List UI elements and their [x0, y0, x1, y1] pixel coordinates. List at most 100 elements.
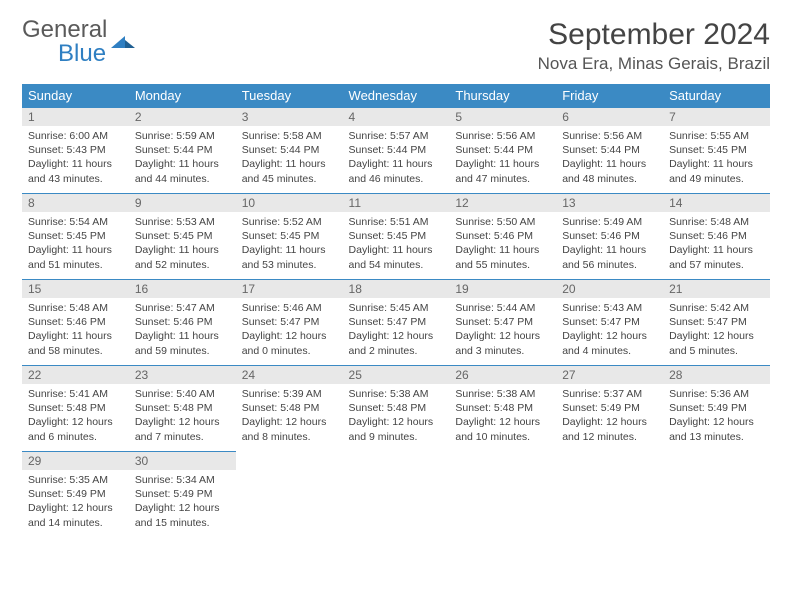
- day-details: Sunrise: 5:58 AMSunset: 5:44 PMDaylight:…: [236, 126, 343, 190]
- day-details: Sunrise: 5:41 AMSunset: 5:48 PMDaylight:…: [22, 384, 129, 448]
- calendar-cell: [236, 452, 343, 538]
- day-number: 1: [22, 108, 129, 126]
- day-number: 2: [129, 108, 236, 126]
- calendar-cell: 17Sunrise: 5:46 AMSunset: 5:47 PMDayligh…: [236, 280, 343, 366]
- title-block: September 2024 Nova Era, Minas Gerais, B…: [538, 18, 770, 74]
- day-details: Sunrise: 5:35 AMSunset: 5:49 PMDaylight:…: [22, 470, 129, 534]
- calendar-cell: 3Sunrise: 5:58 AMSunset: 5:44 PMDaylight…: [236, 108, 343, 194]
- day-number: 20: [556, 280, 663, 298]
- day-number: 14: [663, 194, 770, 212]
- day-number: 10: [236, 194, 343, 212]
- day-number: 3: [236, 108, 343, 126]
- calendar-cell: 9Sunrise: 5:53 AMSunset: 5:45 PMDaylight…: [129, 194, 236, 280]
- day-number: 22: [22, 366, 129, 384]
- calendar-cell: 21Sunrise: 5:42 AMSunset: 5:47 PMDayligh…: [663, 280, 770, 366]
- logo-triangle-icon: [111, 30, 137, 55]
- day-details: Sunrise: 5:50 AMSunset: 5:46 PMDaylight:…: [449, 212, 556, 276]
- day-number: 5: [449, 108, 556, 126]
- day-number: 28: [663, 366, 770, 384]
- day-details: Sunrise: 5:53 AMSunset: 5:45 PMDaylight:…: [129, 212, 236, 276]
- month-title: September 2024: [538, 18, 770, 52]
- day-number: 13: [556, 194, 663, 212]
- day-details: Sunrise: 5:48 AMSunset: 5:46 PMDaylight:…: [663, 212, 770, 276]
- day-details: Sunrise: 5:56 AMSunset: 5:44 PMDaylight:…: [449, 126, 556, 190]
- calendar-cell: 16Sunrise: 5:47 AMSunset: 5:46 PMDayligh…: [129, 280, 236, 366]
- calendar-cell: [556, 452, 663, 538]
- weekday-header: Tuesday: [236, 84, 343, 108]
- day-number: 16: [129, 280, 236, 298]
- day-number: 6: [556, 108, 663, 126]
- calendar-cell: 12Sunrise: 5:50 AMSunset: 5:46 PMDayligh…: [449, 194, 556, 280]
- calendar-cell: 29Sunrise: 5:35 AMSunset: 5:49 PMDayligh…: [22, 452, 129, 538]
- logo-word-blue: Blue: [58, 42, 106, 66]
- calendar-cell: [663, 452, 770, 538]
- calendar-cell: 5Sunrise: 5:56 AMSunset: 5:44 PMDaylight…: [449, 108, 556, 194]
- day-details: Sunrise: 5:39 AMSunset: 5:48 PMDaylight:…: [236, 384, 343, 448]
- location-label: Nova Era, Minas Gerais, Brazil: [538, 54, 770, 74]
- calendar-header-row: SundayMondayTuesdayWednesdayThursdayFrid…: [22, 84, 770, 108]
- header: General Blue September 2024 Nova Era, Mi…: [22, 18, 770, 74]
- calendar-cell: 2Sunrise: 5:59 AMSunset: 5:44 PMDaylight…: [129, 108, 236, 194]
- day-details: Sunrise: 5:46 AMSunset: 5:47 PMDaylight:…: [236, 298, 343, 362]
- calendar-cell: 14Sunrise: 5:48 AMSunset: 5:46 PMDayligh…: [663, 194, 770, 280]
- day-details: Sunrise: 5:38 AMSunset: 5:48 PMDaylight:…: [343, 384, 450, 448]
- day-details: Sunrise: 6:00 AMSunset: 5:43 PMDaylight:…: [22, 126, 129, 190]
- day-number: 9: [129, 194, 236, 212]
- calendar-cell: 19Sunrise: 5:44 AMSunset: 5:47 PMDayligh…: [449, 280, 556, 366]
- day-details: Sunrise: 5:52 AMSunset: 5:45 PMDaylight:…: [236, 212, 343, 276]
- day-number: 21: [663, 280, 770, 298]
- day-details: Sunrise: 5:44 AMSunset: 5:47 PMDaylight:…: [449, 298, 556, 362]
- calendar-cell: 28Sunrise: 5:36 AMSunset: 5:49 PMDayligh…: [663, 366, 770, 452]
- calendar-cell: 26Sunrise: 5:38 AMSunset: 5:48 PMDayligh…: [449, 366, 556, 452]
- day-details: Sunrise: 5:47 AMSunset: 5:46 PMDaylight:…: [129, 298, 236, 362]
- day-details: Sunrise: 5:54 AMSunset: 5:45 PMDaylight:…: [22, 212, 129, 276]
- day-number: 27: [556, 366, 663, 384]
- day-number: 4: [343, 108, 450, 126]
- calendar-cell: 1Sunrise: 6:00 AMSunset: 5:43 PMDaylight…: [22, 108, 129, 194]
- day-details: Sunrise: 5:42 AMSunset: 5:47 PMDaylight:…: [663, 298, 770, 362]
- logo: General Blue: [22, 18, 137, 66]
- day-number: 19: [449, 280, 556, 298]
- day-details: Sunrise: 5:45 AMSunset: 5:47 PMDaylight:…: [343, 298, 450, 362]
- calendar-cell: 7Sunrise: 5:55 AMSunset: 5:45 PMDaylight…: [663, 108, 770, 194]
- weekday-header: Wednesday: [343, 84, 450, 108]
- weekday-header: Friday: [556, 84, 663, 108]
- day-number: 8: [22, 194, 129, 212]
- day-number: 23: [129, 366, 236, 384]
- calendar-cell: 15Sunrise: 5:48 AMSunset: 5:46 PMDayligh…: [22, 280, 129, 366]
- calendar-cell: [449, 452, 556, 538]
- day-details: Sunrise: 5:36 AMSunset: 5:49 PMDaylight:…: [663, 384, 770, 448]
- calendar-cell: 25Sunrise: 5:38 AMSunset: 5:48 PMDayligh…: [343, 366, 450, 452]
- day-number: 26: [449, 366, 556, 384]
- day-number: 24: [236, 366, 343, 384]
- day-number: 30: [129, 452, 236, 470]
- day-number: 15: [22, 280, 129, 298]
- calendar-cell: 8Sunrise: 5:54 AMSunset: 5:45 PMDaylight…: [22, 194, 129, 280]
- calendar-cell: 23Sunrise: 5:40 AMSunset: 5:48 PMDayligh…: [129, 366, 236, 452]
- weekday-header: Thursday: [449, 84, 556, 108]
- day-details: Sunrise: 5:34 AMSunset: 5:49 PMDaylight:…: [129, 470, 236, 534]
- calendar-cell: 30Sunrise: 5:34 AMSunset: 5:49 PMDayligh…: [129, 452, 236, 538]
- calendar-cell: 22Sunrise: 5:41 AMSunset: 5:48 PMDayligh…: [22, 366, 129, 452]
- calendar-cell: 18Sunrise: 5:45 AMSunset: 5:47 PMDayligh…: [343, 280, 450, 366]
- day-number: 17: [236, 280, 343, 298]
- calendar-table: SundayMondayTuesdayWednesdayThursdayFrid…: [22, 84, 770, 538]
- calendar-cell: 20Sunrise: 5:43 AMSunset: 5:47 PMDayligh…: [556, 280, 663, 366]
- calendar-cell: 13Sunrise: 5:49 AMSunset: 5:46 PMDayligh…: [556, 194, 663, 280]
- day-details: Sunrise: 5:38 AMSunset: 5:48 PMDaylight:…: [449, 384, 556, 448]
- day-details: Sunrise: 5:43 AMSunset: 5:47 PMDaylight:…: [556, 298, 663, 362]
- logo-word-general: General: [22, 16, 107, 43]
- day-number: 7: [663, 108, 770, 126]
- weekday-header: Sunday: [22, 84, 129, 108]
- calendar-cell: 6Sunrise: 5:56 AMSunset: 5:44 PMDaylight…: [556, 108, 663, 194]
- day-details: Sunrise: 5:37 AMSunset: 5:49 PMDaylight:…: [556, 384, 663, 448]
- day-number: 12: [449, 194, 556, 212]
- day-number: 25: [343, 366, 450, 384]
- day-details: Sunrise: 5:57 AMSunset: 5:44 PMDaylight:…: [343, 126, 450, 190]
- day-details: Sunrise: 5:51 AMSunset: 5:45 PMDaylight:…: [343, 212, 450, 276]
- day-details: Sunrise: 5:40 AMSunset: 5:48 PMDaylight:…: [129, 384, 236, 448]
- calendar-cell: 4Sunrise: 5:57 AMSunset: 5:44 PMDaylight…: [343, 108, 450, 194]
- day-details: Sunrise: 5:59 AMSunset: 5:44 PMDaylight:…: [129, 126, 236, 190]
- weekday-header: Saturday: [663, 84, 770, 108]
- day-details: Sunrise: 5:55 AMSunset: 5:45 PMDaylight:…: [663, 126, 770, 190]
